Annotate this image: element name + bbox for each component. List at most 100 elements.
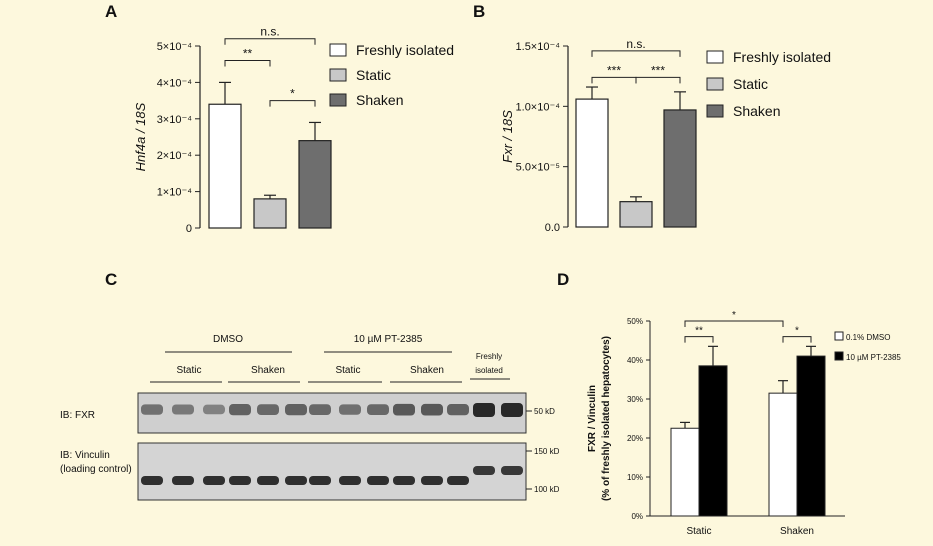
legend-label: Static [733, 76, 768, 92]
y-tick-label: 2×10⁻⁴ [157, 150, 193, 162]
legend-label: 0.1% DMSO [846, 333, 890, 342]
marker-100-label: 100 kD [534, 485, 560, 494]
vinculin-band [447, 476, 469, 485]
blot-sub-shaken-1: Shaken [251, 365, 285, 376]
significance-bracket [684, 320, 784, 327]
y-tick-label: 0% [631, 512, 643, 521]
vinculin-band [203, 476, 225, 485]
vinculin-band [309, 476, 331, 485]
blot-sub-static-1: Static [176, 365, 201, 376]
y-tick-label: 4×10⁻⁴ [157, 77, 193, 89]
significance-bracket [591, 50, 681, 57]
y-tick-label: 1.5×10⁻⁴ [516, 41, 561, 53]
y-axis-label: Hnf4a / 18S [133, 102, 148, 171]
significance-label: n.s. [626, 37, 645, 51]
bar [298, 140, 332, 229]
fxr-band [421, 403, 443, 416]
significance-label: * [732, 310, 736, 321]
y-tick-label: 30% [627, 395, 643, 404]
fxr-band [393, 403, 415, 416]
blot-group-fresh-line2: isolated [475, 366, 503, 375]
vinculin-band [339, 476, 361, 485]
significance-bracket [782, 336, 812, 343]
significance-label: n.s. [260, 25, 279, 39]
fxr-band [172, 404, 194, 415]
blot-group-dmso: DMSO [213, 334, 243, 345]
significance-bracket [591, 76, 637, 84]
panel-letter-c: C [105, 270, 117, 289]
bar [663, 109, 697, 228]
significance-bracket [684, 336, 714, 343]
y-tick-label: 40% [627, 356, 643, 365]
legend-swatch [706, 77, 724, 91]
blot-group-pt: 10 µM PT-2385 [354, 334, 423, 345]
y-tick-label: 0.0 [545, 222, 560, 234]
vinculin-bands [141, 466, 523, 485]
vinculin-band [285, 476, 307, 485]
bar [796, 355, 826, 517]
y-tick-label: 20% [627, 434, 643, 443]
fxr-band [141, 404, 163, 415]
legend-swatch [329, 68, 347, 82]
fxr-band [339, 404, 361, 415]
vinculin-blot-label: IB: Vinculin [60, 450, 110, 461]
marker-150-label: 150 kD [534, 447, 560, 456]
y-tick-label: 1.0×10⁻⁴ [516, 101, 561, 113]
fxr-band [309, 404, 331, 415]
vinculin-band [257, 476, 279, 485]
fxr-band [285, 404, 307, 416]
bar [575, 98, 609, 228]
significance-label: * [795, 326, 799, 337]
legend-label: Shaken [356, 92, 403, 108]
legend-swatch [834, 331, 844, 341]
legend-label: Static [356, 67, 391, 83]
bar [670, 427, 700, 517]
legend-label: 10 µM PT-2385 [846, 353, 901, 362]
significance-bracket [635, 76, 681, 84]
y-tick-label: 5×10⁻⁴ [157, 41, 193, 53]
y-tick-label: 5.0×10⁻⁵ [516, 162, 560, 174]
legend-swatch [329, 43, 347, 57]
x-tick-label: Static [686, 526, 711, 537]
fxr-bands [141, 403, 523, 417]
significance-bracket [269, 100, 316, 107]
fxr-band [473, 403, 495, 417]
y-tick-label: 10% [627, 473, 643, 482]
chart-b-fxr: 0.0 5.0×10⁻⁵ 1.0×10⁻⁴ 1.5×10⁻⁴ Fxr / 18S *** *… [500, 37, 831, 234]
fxr-band [447, 404, 469, 416]
significance-label: *** [651, 63, 665, 77]
marker-50-label: 50 kD [534, 407, 555, 416]
bar [253, 198, 287, 229]
panel-letter-b: B [473, 2, 485, 21]
vinculin-band [473, 466, 495, 475]
bar [208, 103, 242, 229]
significance-label: ** [243, 47, 253, 61]
legend-swatch [706, 104, 724, 118]
y-axis-label: Fxr / 18S [500, 110, 515, 163]
bar [619, 201, 653, 228]
blot-sub-static-2: Static [335, 365, 360, 376]
legend-label: Shaken [733, 103, 780, 119]
significance-bracket [224, 38, 316, 45]
legend-swatch [706, 50, 724, 64]
chart-a-hnf4a: 0 1×10⁻⁴ 2×10⁻⁴ 3×10⁻⁴ 4×10⁻⁴ 5×10⁻⁴ Hnf4a / 1… [133, 25, 454, 235]
significance-label: *** [607, 63, 621, 77]
blot-sub-shaken-2: Shaken [410, 365, 444, 376]
fxr-band [229, 404, 251, 416]
significance-bracket [224, 60, 271, 67]
vinculin-blot-sublabel: (loading control) [60, 464, 132, 475]
y-axis-label-2: (% of freshly isolated hepatocytes) [601, 336, 612, 501]
fxr-band [257, 404, 279, 415]
legend-swatch [329, 93, 347, 107]
western-blot-panel: DMSO 10 µM PT-2385 Freshly isolated Stat… [60, 334, 560, 501]
x-tick-label: Shaken [780, 526, 814, 537]
panel-letter-a: A [105, 2, 117, 21]
legend-label: Freshly isolated [356, 42, 454, 58]
legend-label: Freshly isolated [733, 49, 831, 65]
vinculin-blot-strip [137, 442, 527, 501]
y-tick-label: 3×10⁻⁴ [157, 114, 193, 126]
significance-label: ** [695, 326, 703, 337]
vinculin-band [421, 476, 443, 485]
fxr-blot-label: IB: FXR [60, 410, 95, 421]
